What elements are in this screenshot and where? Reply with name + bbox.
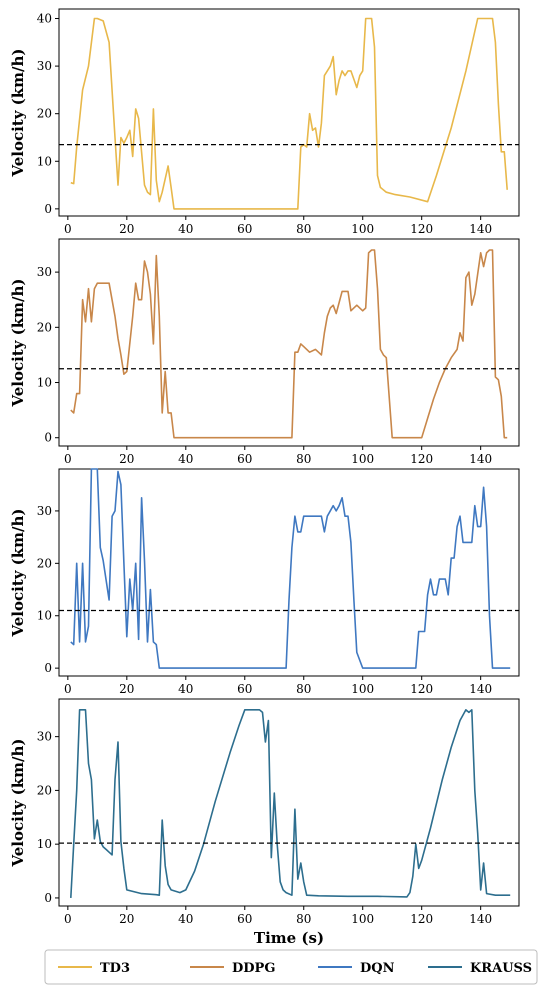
x-tick-label: 0 xyxy=(64,222,72,236)
x-tick-label: 140 xyxy=(469,912,492,926)
y-tick-label: 10 xyxy=(37,376,52,390)
x-tick-label: 80 xyxy=(296,682,311,696)
y-tick-label: 0 xyxy=(44,661,52,675)
x-tick-label: 100 xyxy=(351,912,374,926)
x-tick-label: 80 xyxy=(296,222,311,236)
y-axis-label: Velocity (km/h) xyxy=(9,508,27,637)
legend-entry: KRAUSS xyxy=(470,961,532,976)
x-tick-label: 80 xyxy=(296,452,311,466)
x-tick-label: 120 xyxy=(410,452,433,466)
legend-entry: TD3 xyxy=(100,961,130,976)
x-tick-label: 60 xyxy=(237,222,252,236)
x-tick-label: 80 xyxy=(296,912,311,926)
y-tick-label: 40 xyxy=(37,12,52,26)
x-tick-label: 120 xyxy=(410,222,433,236)
x-tick-label: 140 xyxy=(469,222,492,236)
series-line-2 xyxy=(70,249,508,439)
x-tick-label: 20 xyxy=(119,452,134,466)
x-tick-label: 120 xyxy=(410,912,433,926)
y-tick-label: 0 xyxy=(44,431,52,445)
y-tick-label: 0 xyxy=(44,891,52,905)
y-axis-label: Velocity (km/h) xyxy=(9,738,27,867)
series-line-3 xyxy=(70,468,511,669)
y-axis-label: Velocity (km/h) xyxy=(9,48,27,177)
x-tick-label: 120 xyxy=(410,682,433,696)
x-tick-label: 60 xyxy=(237,452,252,466)
y-tick-label: 10 xyxy=(37,609,52,623)
y-tick-label: 30 xyxy=(37,730,52,744)
x-tick-label: 60 xyxy=(237,912,252,926)
series-line-1 xyxy=(70,17,508,210)
y-tick-label: 10 xyxy=(37,154,52,168)
series-line-4 xyxy=(70,708,511,898)
y-axis-label: Velocity (km/h) xyxy=(9,278,27,407)
legend-box xyxy=(44,949,538,985)
x-tick-label: 40 xyxy=(178,912,193,926)
x-tick-label: 100 xyxy=(351,682,374,696)
plot-frame-2 xyxy=(58,238,520,447)
x-tick-label: 20 xyxy=(119,682,134,696)
x-axis-label: Time (s) xyxy=(254,929,324,947)
y-tick-label: 30 xyxy=(37,504,52,518)
x-tick-label: 0 xyxy=(64,452,72,466)
y-tick-label: 20 xyxy=(37,556,52,570)
y-tick-label: 30 xyxy=(37,59,52,73)
legend-entry: DQN xyxy=(360,961,395,976)
legend-entry: DDPG xyxy=(232,961,275,976)
x-tick-label: 60 xyxy=(237,682,252,696)
y-tick-label: 20 xyxy=(37,320,52,334)
y-tick-label: 0 xyxy=(44,202,52,216)
x-tick-label: 40 xyxy=(178,452,193,466)
plot-frame-1 xyxy=(58,8,520,217)
x-tick-label: 20 xyxy=(119,912,134,926)
plot-frame-4 xyxy=(58,698,520,907)
x-tick-label: 100 xyxy=(351,452,374,466)
y-tick-label: 20 xyxy=(37,783,52,797)
y-tick-label: 10 xyxy=(37,837,52,851)
x-tick-label: 140 xyxy=(469,682,492,696)
x-tick-label: 0 xyxy=(64,682,72,696)
x-tick-label: 40 xyxy=(178,682,193,696)
x-tick-label: 20 xyxy=(119,222,134,236)
y-tick-label: 30 xyxy=(37,265,52,279)
x-tick-label: 0 xyxy=(64,912,72,926)
y-tick-label: 20 xyxy=(37,107,52,121)
x-tick-label: 40 xyxy=(178,222,193,236)
x-tick-label: 140 xyxy=(469,452,492,466)
x-tick-label: 100 xyxy=(351,222,374,236)
